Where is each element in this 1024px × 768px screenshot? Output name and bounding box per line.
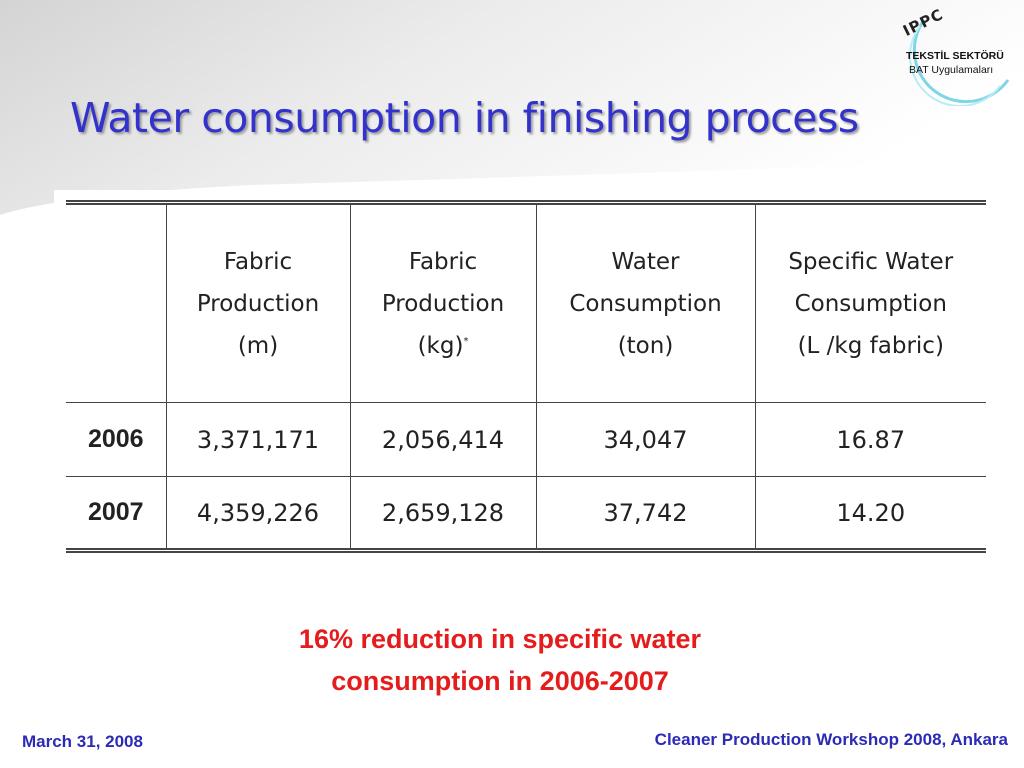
water-consumption-table: Fabric Production (m) Fabric Production …	[66, 200, 986, 553]
header-line: (m)	[237, 332, 279, 359]
specific-water-cell: 16.87	[754, 402, 986, 477]
slide-title: Water consumption in finishing process	[70, 94, 859, 142]
header-water-consumption: Water Consumption (ton)	[535, 202, 755, 403]
header-line: Consumption	[569, 290, 722, 317]
fabric-kg-cell: 2,659,128	[349, 476, 536, 551]
year-cell: 2006	[87, 425, 144, 453]
header-line: Production	[381, 290, 505, 317]
header-line: (L /kg fabric)	[797, 332, 944, 359]
logo-line-1: TEKSTİL SEKTÖRÜ	[906, 50, 1004, 62]
fabric-m-cell: 4,359,226	[165, 476, 350, 551]
year-cell: 2007	[87, 498, 144, 526]
header-line: (ton)	[617, 332, 674, 359]
logo-line-2: BAT Uygulamaları	[909, 64, 994, 76]
header-corner	[66, 203, 166, 403]
reduction-callout: 16% reduction in specific water consumpt…	[160, 618, 840, 702]
header-fabric-production-m: Fabric Production (m)	[165, 202, 350, 403]
footer-event: Cleaner Production Workshop 2008, Ankara	[654, 730, 1008, 749]
table-row: 2007 4,359,226 2,659,128 37,742 14.20	[66, 476, 986, 551]
callout-line-1: 16% reduction in specific water	[298, 624, 702, 654]
header-line: Fabric	[223, 248, 293, 275]
ippc-logo: IPPC TEKSTİL SEKTÖRÜ BAT Uygulamaları	[896, 5, 1018, 106]
header-line: Fabric	[408, 248, 478, 275]
header-line: Specific Water	[788, 248, 954, 275]
background-gradient-shape	[0, 0, 1024, 215]
table-header-row: Fabric Production (m) Fabric Production …	[66, 202, 986, 403]
callout-line-2: consumption in 2006-2007	[331, 666, 669, 696]
water-ton-cell: 37,742	[535, 476, 755, 551]
header-specific-water-consumption: Specific Water Consumption (L /kg fabric…	[754, 202, 986, 403]
specific-water-cell: 14.20	[754, 476, 986, 551]
header-line: Production	[196, 290, 320, 317]
header-line: Consumption	[794, 290, 947, 317]
footer-date: March 31, 2008	[22, 732, 143, 751]
table-row: 2006 3,371,171 2,056,414 34,047 16.87	[66, 402, 986, 477]
footnote-mark: *	[463, 335, 469, 347]
fabric-m-cell: 3,371,171	[165, 402, 350, 477]
water-ton-cell: 34,047	[535, 402, 755, 477]
fabric-kg-cell: 2,056,414	[349, 402, 536, 477]
header-fabric-production-kg: Fabric Production (kg)*	[349, 202, 536, 403]
header-line: (kg)	[417, 332, 464, 359]
header-line: Water	[611, 248, 680, 275]
logo-ring-icon	[909, 19, 1010, 106]
